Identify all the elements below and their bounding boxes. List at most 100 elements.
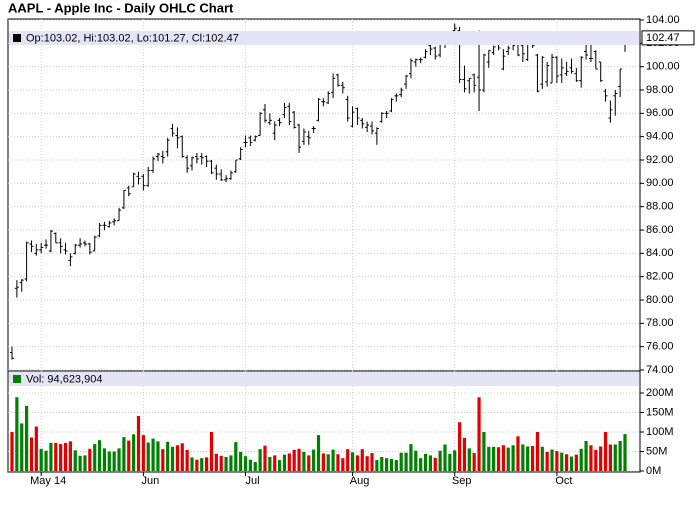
price-panel (7, 18, 641, 372)
volume-bar (535, 432, 540, 471)
last-price-label: 102.47 (646, 32, 680, 44)
volume-bar (282, 454, 287, 471)
volume-bar (540, 446, 544, 471)
volume-bar (501, 445, 505, 471)
volume-bar (492, 446, 496, 471)
volume-bar (224, 456, 228, 471)
y-tick-label: 82.00 (646, 271, 674, 283)
volume-bar (122, 437, 126, 471)
y-tick-label: 100M (646, 426, 674, 438)
y-tick-label: 78.00 (646, 317, 674, 329)
volume-bar (277, 460, 282, 471)
volume-bar (613, 444, 617, 471)
volume-bar (292, 449, 296, 471)
x-tick-label: Jun (141, 475, 159, 487)
volume-bar (448, 453, 452, 471)
volume-bar (229, 455, 233, 471)
x-tick-label: Jul (245, 475, 259, 487)
volume-bar (433, 457, 437, 471)
volume-bar (550, 449, 554, 471)
x-tick-label: Sep (452, 475, 472, 487)
volume-bar (302, 451, 306, 471)
volume-bar (404, 452, 408, 471)
volume-bar (10, 432, 14, 471)
volume-bar (438, 450, 442, 471)
volume-bar (117, 448, 121, 471)
volume-bar (457, 422, 462, 471)
y-tick-label: 200M (646, 387, 674, 399)
volume-bar (521, 444, 525, 471)
y-tick-label: 150M (646, 406, 674, 418)
last-price-box (641, 30, 695, 46)
volume-bar (59, 444, 63, 471)
volume-bar (375, 460, 379, 471)
legend-icon (13, 375, 21, 383)
volume-bar (496, 447, 501, 471)
volume-bar (346, 449, 350, 471)
volume-bar (506, 447, 510, 471)
volume-bar (608, 444, 613, 471)
volume-bar (268, 456, 272, 471)
volume-bar (526, 446, 530, 471)
volume-bar (219, 455, 223, 471)
volume-bar (97, 440, 102, 471)
volume-bar (453, 450, 457, 471)
volume-bar (394, 460, 398, 471)
volume-bar (107, 451, 111, 471)
volume-legend: Vol: 94,623,904 (26, 373, 102, 385)
volume-bar (565, 454, 569, 471)
volume-bar (584, 440, 588, 471)
volume-bar (423, 453, 428, 471)
volume-bar (560, 452, 564, 471)
volume-bar (73, 450, 77, 471)
volume-bar (623, 434, 627, 471)
y-tick-label: 80.00 (646, 294, 674, 306)
volume-bar (29, 437, 34, 471)
volume-bar (141, 435, 145, 471)
volume-bar (409, 444, 413, 471)
y-tick-label: 86.00 (646, 224, 674, 236)
volume-bar (487, 446, 491, 471)
volume-bar (603, 432, 608, 471)
volume-bar (248, 459, 252, 471)
volume-bar (370, 453, 374, 471)
volume-bar (355, 455, 360, 471)
volume-bar (516, 436, 520, 471)
volume-bar (209, 432, 214, 471)
volume-bar (419, 458, 423, 471)
volume-bar (569, 456, 574, 471)
volume-bar (477, 397, 481, 471)
volume-bar (574, 454, 578, 471)
volume-bar (321, 453, 325, 471)
x-tick-label: May 14 (30, 475, 66, 487)
y-tick-label: 98.00 (646, 84, 674, 96)
volume-bar (102, 448, 107, 471)
chart-title: AAPL - Apple Inc - Daily OHLC Chart (8, 0, 234, 15)
volume-bar (166, 441, 170, 471)
y-tick-label: 84.00 (646, 247, 674, 259)
y-tick-label: 74.00 (646, 364, 674, 376)
volume-bar (151, 438, 155, 471)
volume-bar (331, 449, 335, 471)
volume-bar (136, 416, 141, 471)
volume-bar (20, 423, 24, 471)
volume-bar (243, 456, 248, 471)
y-tick-label: 100.00 (646, 61, 680, 73)
volume-bar (15, 397, 19, 471)
volume-bar (511, 445, 515, 471)
volume-bar (579, 448, 583, 471)
volume-bar (78, 455, 82, 471)
volume-bar (170, 446, 175, 471)
volume-bar (112, 451, 116, 471)
volume-bar (428, 455, 432, 471)
volume-bar (618, 440, 622, 471)
volume-bar (49, 442, 53, 471)
volume-bar (389, 458, 394, 471)
volume-bar (443, 444, 447, 471)
y-tick-label: 94.00 (646, 131, 674, 143)
volume-bar (273, 455, 277, 471)
volume-bar (68, 441, 72, 471)
volume-bar (34, 426, 38, 471)
volume-bar (462, 437, 467, 471)
